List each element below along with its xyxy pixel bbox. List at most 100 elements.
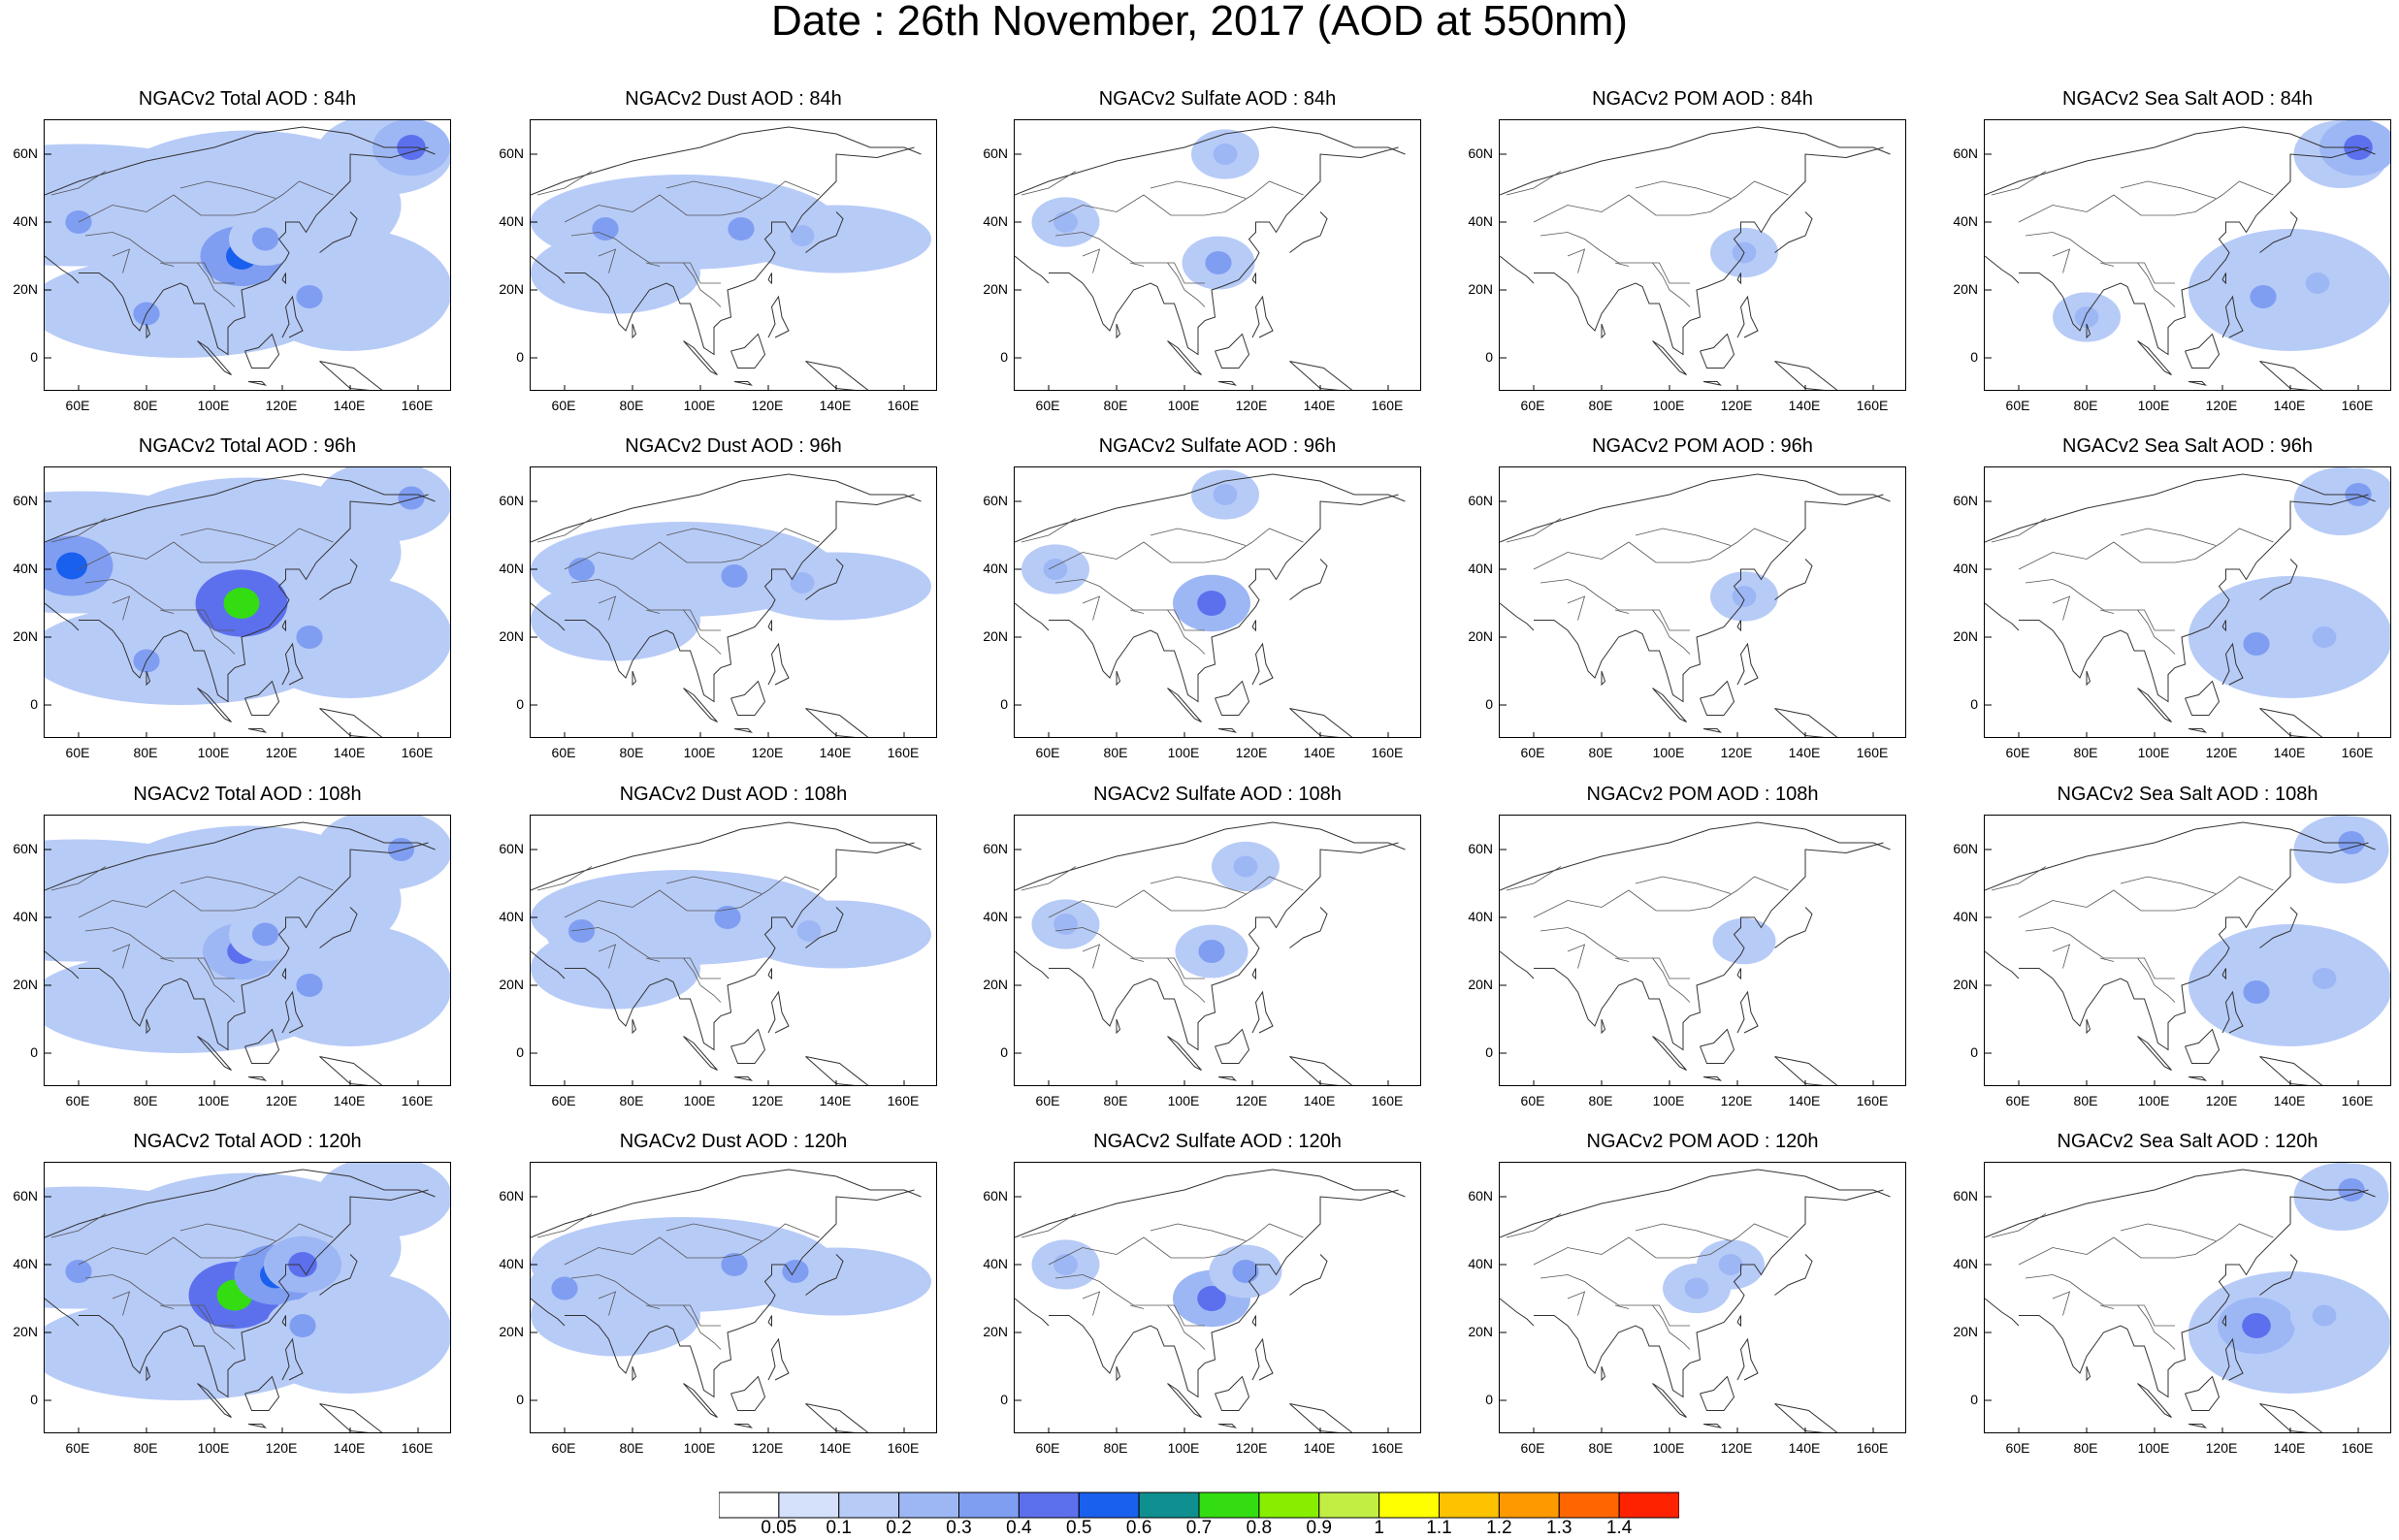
x-tick-label: 80E	[133, 1440, 158, 1456]
coastline	[1601, 670, 1606, 687]
colorbar-label: 1.1	[1426, 1518, 1452, 1538]
aod-plume-core	[728, 217, 755, 241]
x-tick-label: 160E	[401, 1093, 434, 1108]
coastline	[1736, 642, 1759, 686]
coastline	[1167, 688, 1202, 722]
axis-ticks	[1015, 500, 1389, 737]
aod-plume-core	[1043, 559, 1068, 580]
country-border	[2099, 262, 2115, 267]
coastline	[1015, 602, 1050, 631]
country-border	[1567, 944, 1586, 969]
coastline	[730, 1028, 766, 1064]
aod-plumes	[45, 1235, 341, 1353]
coastline	[244, 333, 280, 369]
x-tick-label: 140E	[1303, 398, 1336, 413]
coastline	[319, 907, 358, 948]
coastline	[1500, 950, 1535, 979]
coastline	[1985, 1169, 2376, 1238]
coastline	[2185, 333, 2221, 369]
y-tick-label: 0	[1970, 696, 1978, 712]
aod-plume-core	[721, 564, 748, 588]
x-tick-label: 160E	[401, 745, 434, 760]
coastlines	[1985, 473, 2376, 737]
x-tick-label: 60E	[1035, 745, 1060, 760]
coastline	[1534, 842, 1884, 1051]
coastline	[45, 1169, 436, 1238]
country-border	[1506, 1213, 1562, 1238]
y-tick-label: 40N	[13, 561, 38, 576]
aod-plume-core	[1213, 144, 1238, 165]
coastline	[1215, 1375, 1250, 1411]
coastline	[1049, 146, 1399, 356]
x-tick-label: 140E	[819, 745, 852, 760]
country-border	[2120, 876, 2217, 894]
y-tick-label: 20N	[13, 628, 38, 644]
coastline	[1217, 1424, 1238, 1428]
country-border	[1150, 180, 1247, 199]
y-tick-label: 60N	[499, 145, 524, 161]
aod-map	[1500, 473, 1891, 737]
aod-plumes	[2220, 816, 2388, 1019]
y-tick-label: 20N	[983, 628, 1008, 644]
coastline	[2221, 295, 2244, 338]
x-tick-label: 140E	[2273, 1093, 2306, 1108]
coastline	[1774, 361, 1838, 390]
colorbar	[719, 1492, 1679, 1519]
coastline	[767, 990, 790, 1034]
country-border	[197, 609, 236, 655]
aod-plume-core	[2242, 1313, 2271, 1338]
aod-plume-core	[1733, 931, 1756, 951]
aod-map	[45, 467, 450, 737]
country-border	[2018, 876, 2274, 918]
country-border	[1540, 1274, 1690, 1327]
coastline	[1500, 126, 1891, 196]
x-tick-label: 160E	[2341, 1093, 2374, 1108]
x-tick-label: 80E	[619, 1093, 644, 1108]
axis-ticks	[1985, 153, 2359, 390]
x-tick-label: 100E	[1652, 745, 1685, 760]
axis-ticks	[531, 500, 905, 737]
aod-plumes	[203, 822, 438, 1012]
coastline	[2259, 211, 2298, 253]
x-tick-label: 60E	[551, 1093, 576, 1108]
y-tick-label: 20N	[983, 977, 1008, 992]
panel-title: NGACv2 Total AOD : 108h	[133, 784, 362, 805]
country-border	[2120, 180, 2217, 199]
coastline	[531, 255, 566, 284]
coastline	[2188, 1424, 2208, 1428]
axis-ticks	[1985, 1196, 2359, 1432]
x-tick-label: 120E	[1235, 398, 1268, 413]
coastline	[319, 1403, 383, 1432]
coastlines	[531, 821, 922, 1085]
country-border	[2137, 957, 2176, 1003]
coastline	[1774, 1403, 1838, 1432]
coastline	[2221, 273, 2226, 285]
country-border	[564, 180, 820, 223]
country-border	[78, 876, 334, 918]
coastline	[1251, 273, 1256, 285]
y-tick-label: 40N	[1468, 1256, 1493, 1271]
map-panel	[44, 119, 451, 391]
x-tick-label: 80E	[2073, 1440, 2098, 1456]
coastline	[1251, 295, 1274, 338]
y-tick-label: 40N	[983, 561, 1008, 576]
coastline	[1289, 708, 1353, 737]
country-border	[2137, 609, 2176, 655]
aod-plume-core	[782, 1260, 809, 1283]
x-tick-label: 60E	[1035, 398, 1060, 413]
country-border	[1533, 876, 1789, 918]
coastline	[1289, 361, 1353, 390]
aod-plumes	[1021, 469, 1259, 632]
aod-cell	[45, 1299, 334, 1400]
x-tick-label: 140E	[819, 1440, 852, 1456]
country-border	[2099, 1304, 2115, 1309]
country-border	[1048, 876, 1304, 918]
panel-title: NGACv2 Sea Salt AOD : 108h	[2057, 784, 2318, 805]
coastline	[2086, 1365, 2091, 1382]
colorbar-swatch	[1078, 1492, 1140, 1519]
country-border	[1048, 528, 1304, 570]
country-border	[2137, 1304, 2176, 1350]
aod-plume-core	[251, 227, 279, 251]
x-tick-label: 140E	[2273, 745, 2306, 760]
coastline	[319, 361, 383, 390]
